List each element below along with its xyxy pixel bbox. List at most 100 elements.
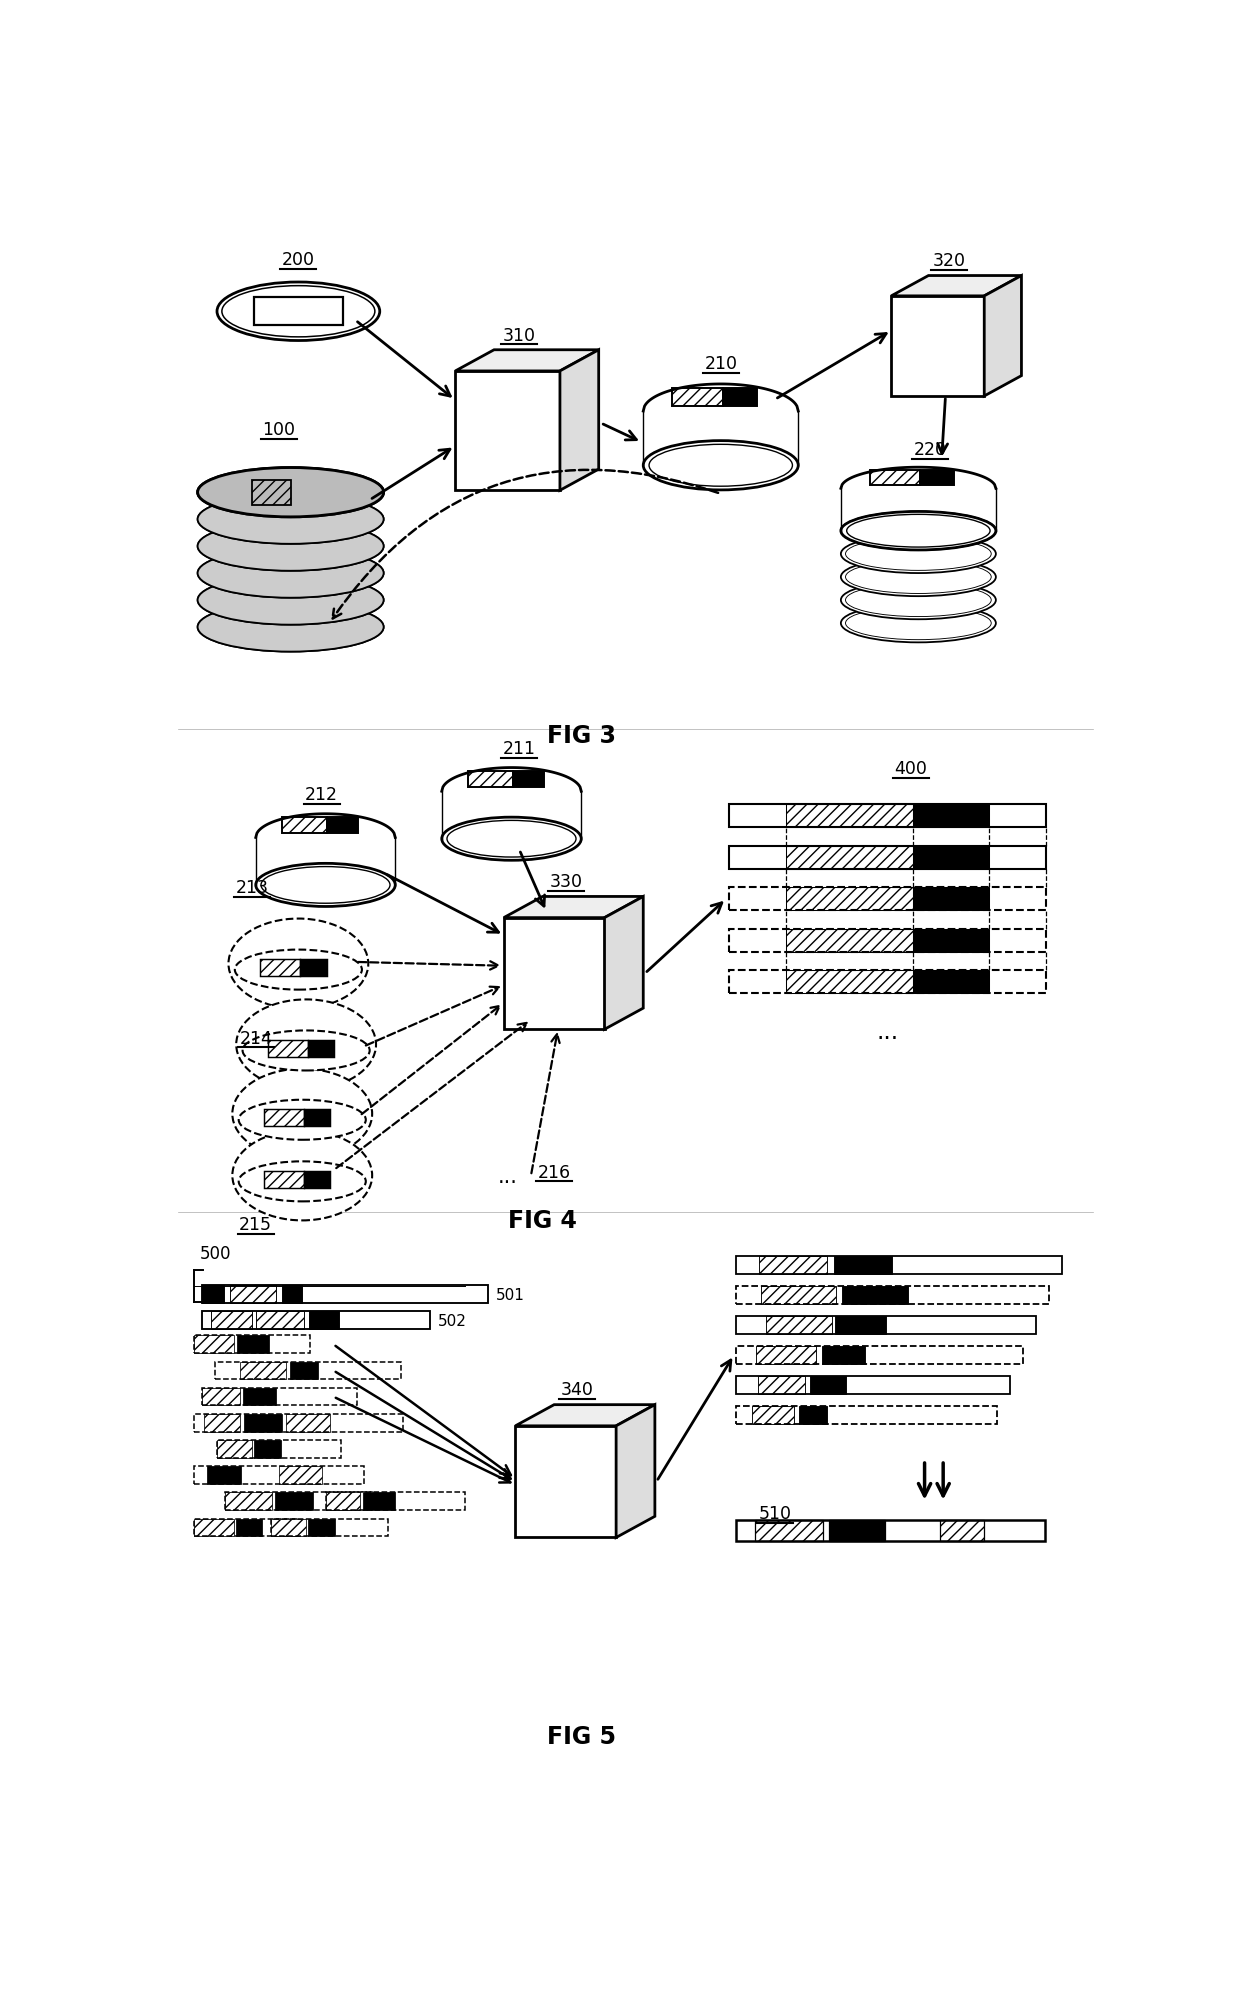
FancyBboxPatch shape: [737, 1520, 1045, 1540]
Polygon shape: [503, 897, 644, 919]
Ellipse shape: [197, 603, 383, 651]
FancyBboxPatch shape: [810, 1377, 846, 1395]
Polygon shape: [605, 897, 644, 1029]
Polygon shape: [516, 1405, 655, 1427]
FancyBboxPatch shape: [193, 1415, 403, 1433]
Ellipse shape: [197, 468, 383, 517]
Text: 210: 210: [704, 356, 738, 374]
Ellipse shape: [228, 919, 368, 1009]
Ellipse shape: [441, 817, 582, 861]
Ellipse shape: [841, 535, 996, 573]
Polygon shape: [616, 1405, 655, 1538]
FancyBboxPatch shape: [913, 847, 990, 869]
FancyBboxPatch shape: [737, 1407, 997, 1425]
FancyBboxPatch shape: [308, 1041, 335, 1057]
Ellipse shape: [644, 442, 799, 492]
FancyBboxPatch shape: [737, 1347, 1023, 1365]
Text: 215: 215: [239, 1215, 273, 1233]
FancyBboxPatch shape: [243, 1389, 275, 1407]
Polygon shape: [455, 350, 599, 372]
Ellipse shape: [841, 557, 996, 597]
Text: FIG 4: FIG 4: [508, 1209, 577, 1233]
Text: 200: 200: [281, 252, 315, 270]
FancyBboxPatch shape: [913, 971, 990, 993]
Ellipse shape: [841, 581, 996, 619]
Polygon shape: [455, 372, 560, 492]
FancyBboxPatch shape: [201, 1313, 430, 1329]
Text: 214: 214: [239, 1029, 273, 1047]
FancyBboxPatch shape: [244, 1415, 281, 1433]
FancyBboxPatch shape: [729, 929, 1047, 953]
Ellipse shape: [841, 605, 996, 643]
FancyBboxPatch shape: [833, 1257, 893, 1275]
Ellipse shape: [197, 521, 383, 571]
FancyBboxPatch shape: [281, 1285, 301, 1303]
FancyBboxPatch shape: [729, 805, 1047, 827]
Text: 100: 100: [263, 422, 295, 440]
Ellipse shape: [232, 1131, 372, 1221]
Ellipse shape: [255, 863, 396, 907]
FancyBboxPatch shape: [830, 1520, 884, 1540]
FancyBboxPatch shape: [300, 959, 326, 977]
FancyBboxPatch shape: [201, 1285, 489, 1303]
Text: 501: 501: [496, 1287, 525, 1303]
Ellipse shape: [238, 1101, 366, 1141]
FancyBboxPatch shape: [304, 1171, 331, 1189]
FancyBboxPatch shape: [237, 1337, 269, 1353]
Text: 330: 330: [549, 873, 583, 891]
FancyBboxPatch shape: [799, 1407, 827, 1425]
FancyBboxPatch shape: [822, 1347, 866, 1365]
FancyBboxPatch shape: [513, 771, 544, 787]
FancyBboxPatch shape: [275, 1493, 312, 1510]
Polygon shape: [892, 298, 985, 398]
Ellipse shape: [197, 496, 383, 545]
FancyBboxPatch shape: [217, 1441, 341, 1459]
Text: 400: 400: [894, 759, 928, 777]
Ellipse shape: [217, 284, 379, 342]
FancyBboxPatch shape: [913, 929, 990, 953]
FancyBboxPatch shape: [216, 1363, 402, 1379]
FancyBboxPatch shape: [201, 1285, 224, 1303]
Ellipse shape: [197, 468, 383, 517]
FancyBboxPatch shape: [842, 1287, 908, 1305]
FancyBboxPatch shape: [737, 1317, 1035, 1335]
FancyBboxPatch shape: [224, 1493, 372, 1510]
FancyBboxPatch shape: [193, 1337, 310, 1353]
FancyBboxPatch shape: [272, 1518, 387, 1536]
FancyBboxPatch shape: [327, 817, 358, 833]
Text: 211: 211: [502, 739, 536, 757]
Ellipse shape: [841, 511, 996, 551]
FancyBboxPatch shape: [363, 1493, 396, 1510]
FancyBboxPatch shape: [729, 887, 1047, 911]
Polygon shape: [516, 1427, 616, 1538]
Text: ...: ...: [877, 1019, 899, 1043]
FancyBboxPatch shape: [254, 298, 343, 326]
FancyBboxPatch shape: [309, 1518, 335, 1536]
Ellipse shape: [197, 521, 383, 571]
FancyBboxPatch shape: [193, 1467, 365, 1485]
Ellipse shape: [197, 575, 383, 625]
Text: 320: 320: [932, 252, 966, 270]
Polygon shape: [985, 276, 1022, 398]
FancyBboxPatch shape: [920, 472, 955, 486]
Text: 220: 220: [914, 442, 946, 460]
Text: 310: 310: [502, 326, 536, 344]
Ellipse shape: [197, 549, 383, 597]
FancyBboxPatch shape: [737, 1287, 1049, 1305]
Text: 510: 510: [759, 1504, 791, 1522]
Text: 340: 340: [560, 1381, 594, 1399]
FancyBboxPatch shape: [254, 1441, 281, 1459]
FancyBboxPatch shape: [236, 1518, 262, 1536]
Text: 212: 212: [305, 785, 339, 803]
Ellipse shape: [841, 511, 996, 551]
FancyBboxPatch shape: [207, 1467, 242, 1485]
Ellipse shape: [197, 575, 383, 625]
Ellipse shape: [243, 1031, 370, 1071]
Text: 213: 213: [236, 879, 268, 897]
FancyBboxPatch shape: [290, 1363, 317, 1379]
Text: FIG 3: FIG 3: [547, 723, 616, 747]
Polygon shape: [892, 276, 1022, 298]
Polygon shape: [503, 919, 605, 1029]
Text: 502: 502: [438, 1313, 466, 1329]
FancyBboxPatch shape: [201, 1389, 357, 1407]
